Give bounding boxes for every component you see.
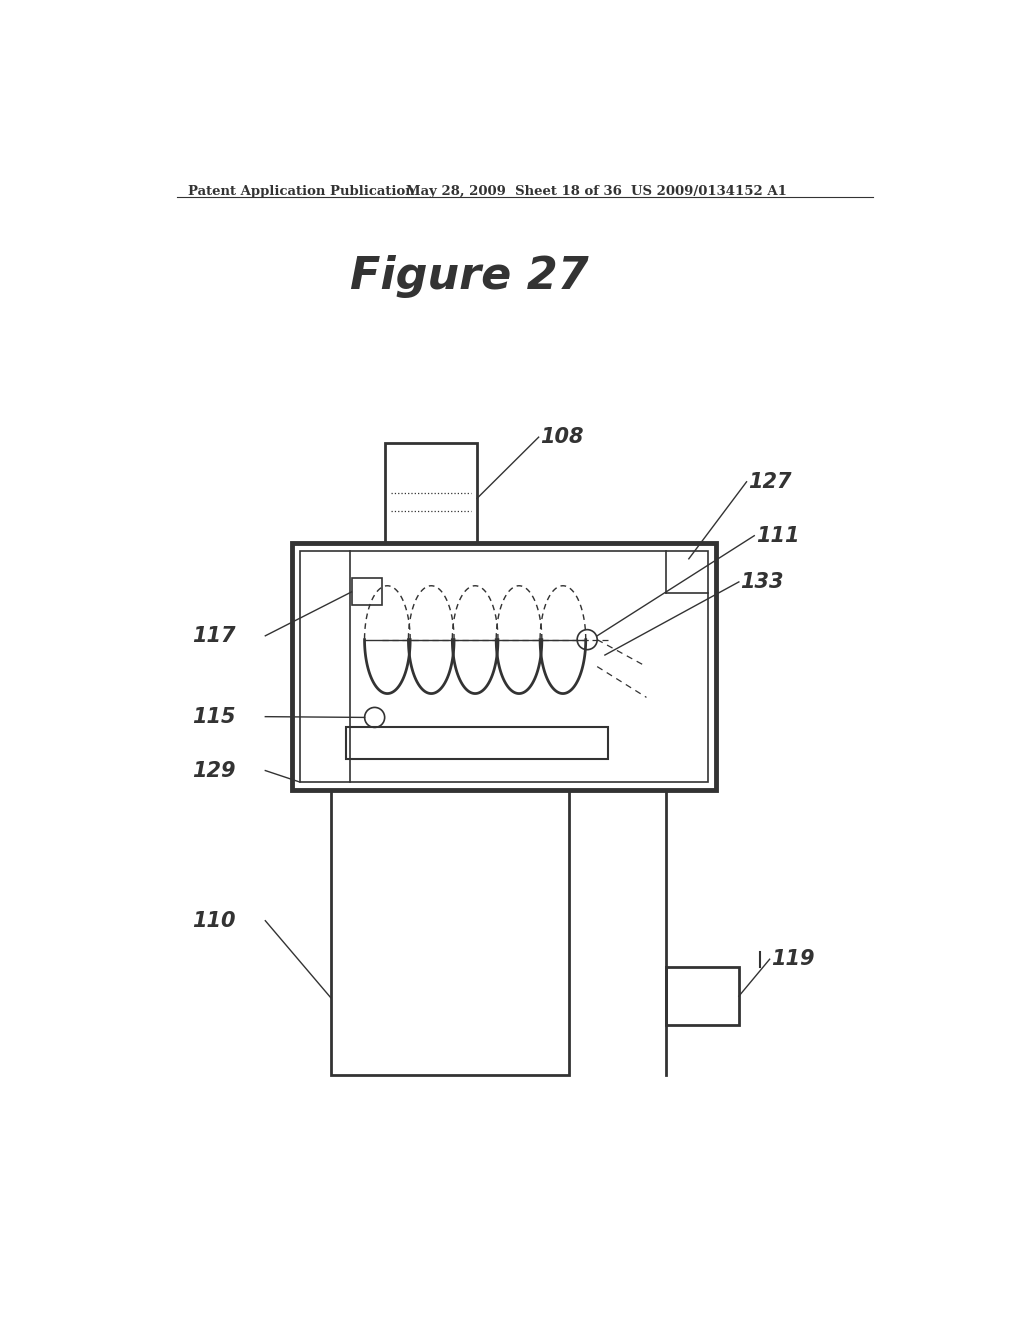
Text: 115: 115	[193, 706, 236, 726]
Bar	[351, 578, 382, 605]
Text: US 2009/0134152 A1: US 2009/0134152 A1	[631, 185, 786, 198]
Text: 117: 117	[193, 626, 236, 645]
Text: 108: 108	[541, 428, 584, 447]
Text: May 28, 2009  Sheet 18 of 36: May 28, 2009 Sheet 18 of 36	[407, 185, 623, 198]
Text: 119: 119	[771, 949, 815, 969]
Bar	[300, 552, 708, 781]
Text: 110: 110	[193, 911, 236, 931]
Text: Figure 27: Figure 27	[350, 255, 589, 297]
Text: Patent Application Publication: Patent Application Publication	[188, 185, 415, 198]
Bar	[292, 544, 716, 789]
Text: 129: 129	[193, 760, 236, 780]
Text: 127: 127	[749, 471, 792, 492]
Bar	[385, 444, 477, 544]
Bar	[346, 726, 608, 759]
Bar	[331, 789, 569, 1074]
Text: 111: 111	[756, 525, 800, 545]
Text: 133: 133	[740, 572, 784, 591]
Bar	[666, 966, 739, 1024]
